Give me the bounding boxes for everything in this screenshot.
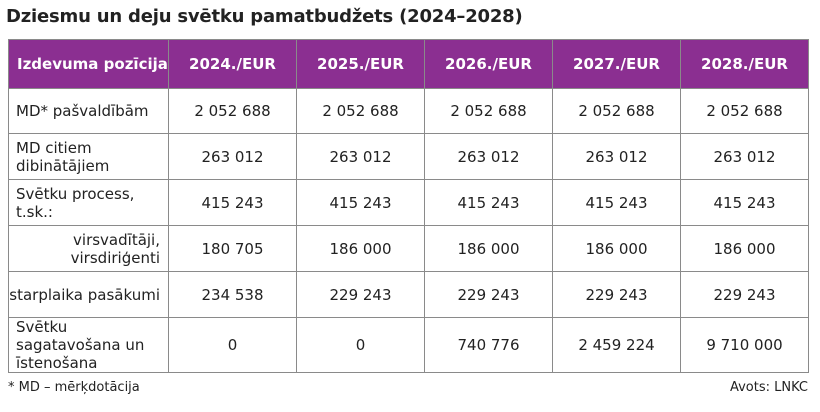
column-header-2027: 2027./EUR xyxy=(552,39,681,89)
table-title: Dziesmu un deju svētku pamatbudžets (202… xyxy=(6,6,523,27)
table-cell: 263 012 xyxy=(552,133,681,180)
table-cell: 263 012 xyxy=(296,133,425,180)
table-cell: 186 000 xyxy=(680,225,809,272)
table-cell: 229 243 xyxy=(424,271,553,318)
row-label: MD citiem dibinātājiem xyxy=(8,133,169,180)
table-cell: 2 052 688 xyxy=(680,88,809,134)
table-cell: 2 052 688 xyxy=(552,88,681,134)
table-row: virsvadītāji, virsdiriģenti 180 705 186 … xyxy=(8,225,809,272)
table-cell: 263 012 xyxy=(168,133,297,180)
table-cell: 186 000 xyxy=(296,225,425,272)
table-cell: 2 052 688 xyxy=(424,88,553,134)
budget-table: Izdevuma pozīcija 2024./EUR 2025./EUR 20… xyxy=(8,39,809,373)
row-label-sub: virsvadītāji, virsdiriģenti xyxy=(8,225,169,272)
table-cell: 415 243 xyxy=(296,179,425,226)
footnote: * MD – mērķdotācija xyxy=(8,380,140,395)
table-cell: 180 705 xyxy=(168,225,297,272)
table-cell: 415 243 xyxy=(680,179,809,226)
table-cell: 186 000 xyxy=(552,225,681,272)
table-cell: 415 243 xyxy=(424,179,553,226)
table-row: Svētku sagatavošana un īstenošana 0 0 74… xyxy=(8,317,809,373)
table-cell: 740 776 xyxy=(424,317,553,373)
table-cell: 2 052 688 xyxy=(296,88,425,134)
table-cell: 2 052 688 xyxy=(168,88,297,134)
table-cell: 9 710 000 xyxy=(680,317,809,373)
row-label: Svētku sagatavošana un īstenošana xyxy=(8,317,169,373)
table-cell: 229 243 xyxy=(680,271,809,318)
table-cell: 0 xyxy=(168,317,297,373)
table-row: starplaika pasākumi 234 538 229 243 229 … xyxy=(8,271,809,318)
row-label-sub: starplaika pasākumi xyxy=(8,271,169,318)
table-cell: 263 012 xyxy=(680,133,809,180)
table-cell: 229 243 xyxy=(552,271,681,318)
column-header-2028: 2028./EUR xyxy=(680,39,809,89)
source-note: Avots: LNKC xyxy=(729,380,808,395)
table-row: MD* pašvaldībām 2 052 688 2 052 688 2 05… xyxy=(8,88,809,134)
table-cell: 263 012 xyxy=(424,133,553,180)
column-header-2026: 2026./EUR xyxy=(424,39,553,89)
table-cell: 415 243 xyxy=(168,179,297,226)
table-cell: 234 538 xyxy=(168,271,297,318)
table-cell: 186 000 xyxy=(424,225,553,272)
column-header-position: Izdevuma pozīcija xyxy=(8,39,169,89)
row-label: Svētku process, t.sk.: xyxy=(8,179,169,226)
table-cell: 2 459 224 xyxy=(552,317,681,373)
table-cell: 229 243 xyxy=(296,271,425,318)
column-header-2024: 2024./EUR xyxy=(168,39,297,89)
table-row: MD citiem dibinātājiem 263 012 263 012 2… xyxy=(8,133,809,180)
row-label: MD* pašvaldībām xyxy=(8,88,169,134)
table-row: Svētku process, t.sk.: 415 243 415 243 4… xyxy=(8,179,809,226)
table-cell: 0 xyxy=(296,317,425,373)
column-header-2025: 2025./EUR xyxy=(296,39,425,89)
table-cell: 415 243 xyxy=(552,179,681,226)
table-header-row: Izdevuma pozīcija 2024./EUR 2025./EUR 20… xyxy=(8,39,809,89)
